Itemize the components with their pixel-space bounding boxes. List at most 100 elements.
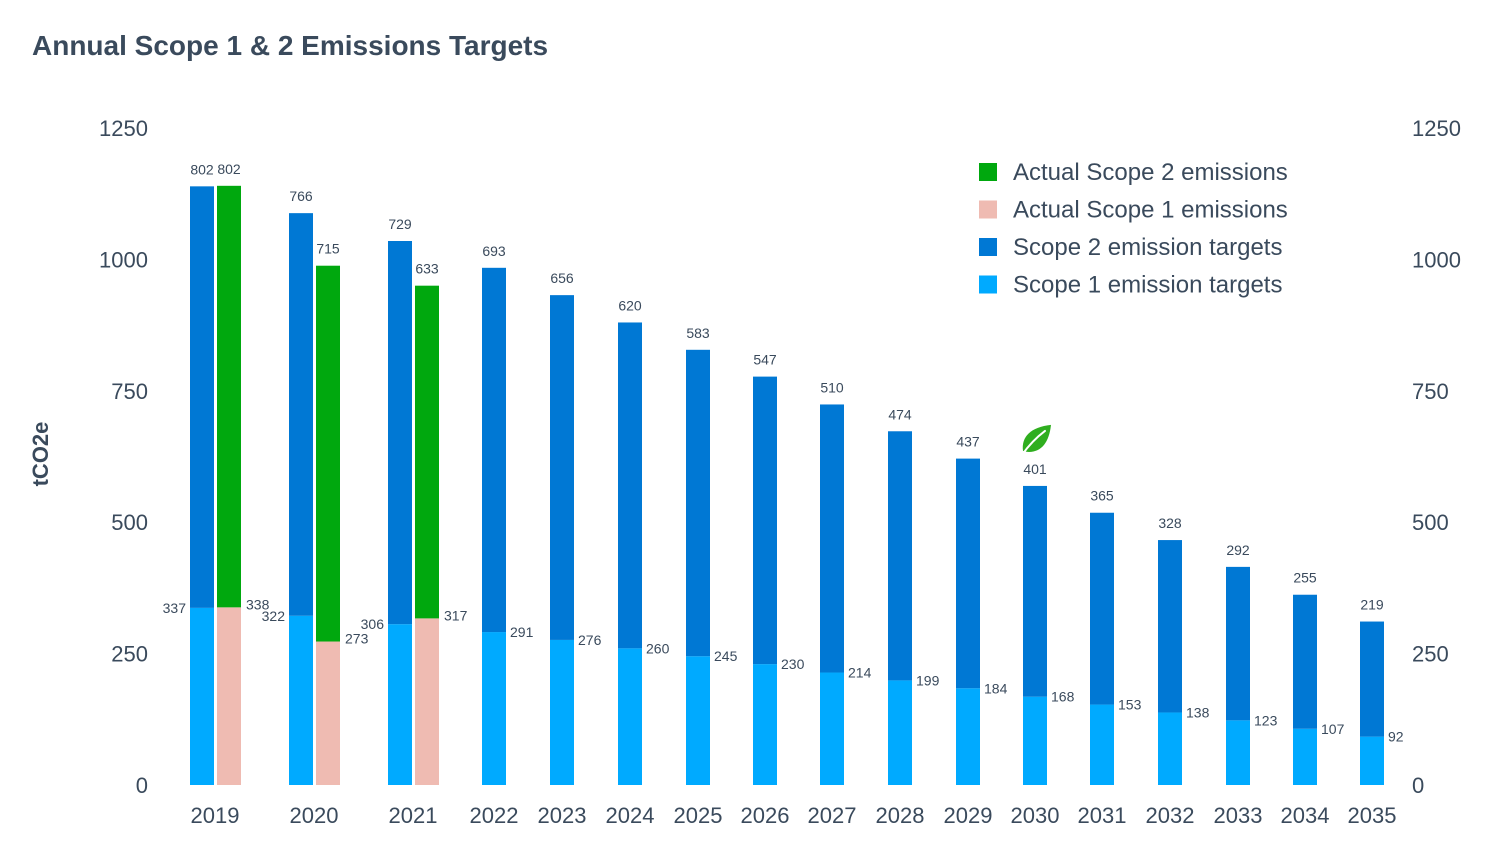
label-scope2-target-2029: 437 [956, 434, 980, 450]
label-scope1-target-2026: 230 [781, 656, 805, 672]
bar-scope2-target-2026 [753, 376, 777, 665]
bar-scope2-target-2022 [482, 267, 506, 633]
x-tick-2022: 2022 [470, 803, 519, 828]
label-scope2-target-2022: 693 [482, 243, 506, 259]
y-tick-right-250: 250 [1412, 642, 1449, 667]
bar-scope2-actual-2020 [316, 265, 340, 642]
label-scope2-target-2033: 292 [1226, 542, 1250, 558]
bars-group [190, 185, 1384, 785]
data-labels-group: 337 802 338 802 322 766 273 715 306 729 317 633 291 6… [163, 161, 1404, 745]
label-scope2-actual-2021: 633 [415, 261, 439, 277]
label-scope2-actual-2019: 802 [217, 161, 241, 177]
y-tick-left-0: 0 [136, 773, 148, 798]
x-tick-2029: 2029 [944, 803, 993, 828]
bar-scope2-target-2034 [1293, 594, 1317, 729]
bar-scope2-actual-2021 [415, 285, 439, 619]
label-scope1-actual-2021: 317 [444, 607, 468, 623]
y-tick-left-750: 750 [111, 379, 148, 404]
label-scope1-target-2022: 291 [510, 624, 534, 640]
y-tick-right-750: 750 [1412, 379, 1449, 404]
x-tick-2026: 2026 [741, 803, 790, 828]
legend: Actual Scope 2 emissions Actual Scope 1 e… [979, 159, 1288, 299]
x-tick-2030: 2030 [1011, 803, 1060, 828]
label-scope2-target-2031: 365 [1090, 488, 1114, 504]
bar-scope1-target-2021 [388, 624, 412, 785]
y-tick-left-250: 250 [111, 642, 148, 667]
bar-scope2-target-2019 [190, 186, 214, 608]
legend-label-scope-2-emission-targets: Scope 2 emission targets [1013, 234, 1282, 261]
x-tick-2020: 2020 [290, 803, 339, 828]
legend-label-actual-scope-1-emissions: Actual Scope 1 emissions [1013, 197, 1288, 224]
label-scope2-target-2028: 474 [888, 406, 912, 422]
label-scope1-target-2035: 92 [1388, 729, 1404, 745]
bar-scope2-target-2033 [1226, 566, 1250, 721]
x-tick-2021: 2021 [389, 803, 438, 828]
label-scope1-target-2024: 260 [646, 640, 670, 656]
bar-scope1-target-2032 [1158, 712, 1182, 785]
label-scope1-target-2021: 306 [361, 616, 385, 632]
bar-scope2-target-2031 [1090, 512, 1114, 705]
legend-swatch-scope-2-emission-targets [979, 238, 997, 256]
bar-scope2-target-2030 [1023, 485, 1047, 697]
label-scope2-target-2023: 656 [550, 270, 574, 286]
label-scope1-target-2028: 199 [916, 672, 940, 688]
bar-scope1-target-2027 [820, 672, 844, 785]
bar-scope2-actual-2019 [217, 185, 241, 608]
label-scope2-target-2035: 219 [1360, 597, 1384, 613]
bar-scope2-target-2023 [550, 295, 574, 640]
y-tick-right-0: 0 [1412, 773, 1424, 798]
y-tick-left-500: 500 [111, 510, 148, 535]
bar-scope1-target-2026 [753, 664, 777, 785]
bar-scope1-target-2023 [550, 639, 574, 785]
bar-scope2-target-2029 [956, 458, 980, 689]
bar-scope1-actual-2020 [316, 641, 340, 785]
label-scope2-target-2021: 729 [388, 216, 412, 232]
x-tick-2023: 2023 [538, 803, 587, 828]
bar-scope2-target-2035 [1360, 621, 1384, 737]
bar-scope2-target-2028 [888, 431, 912, 681]
bar-scope1-target-2033 [1226, 720, 1250, 785]
annotation-group [1021, 424, 1051, 456]
y-tick-left-1000: 1000 [99, 247, 148, 272]
label-scope2-actual-2020: 715 [316, 241, 340, 257]
bar-scope1-target-2020 [289, 615, 313, 785]
bar-scope1-target-2019 [190, 607, 214, 785]
bar-scope2-target-2021 [388, 241, 412, 625]
label-scope2-target-2027: 510 [820, 379, 844, 395]
bar-scope2-target-2025 [686, 349, 710, 657]
x-axis: 2019 2020 2021 2022 2023 2024 2025 2026 2027 2028… [191, 803, 1397, 828]
bar-scope2-target-2024 [618, 322, 642, 649]
bar-scope1-target-2035 [1360, 736, 1384, 785]
label-scope2-target-2025: 583 [686, 325, 710, 341]
x-tick-2024: 2024 [606, 803, 655, 828]
legend-swatch-actual-scope-1-emissions [979, 200, 997, 219]
label-scope2-target-2024: 620 [618, 297, 642, 313]
bar-scope1-target-2030 [1023, 696, 1047, 785]
legend-label-actual-scope-2-emissions: Actual Scope 2 emissions [1013, 159, 1288, 186]
bar-scope2-target-2032 [1158, 540, 1182, 713]
label-scope2-target-2020: 766 [289, 188, 313, 204]
y-tick-left-1250: 1250 [99, 116, 148, 141]
label-scope2-target-2034: 255 [1293, 570, 1317, 586]
label-scope1-actual-2020: 273 [345, 631, 369, 647]
label-scope1-target-2020: 322 [262, 608, 286, 624]
y-tick-right-1250: 1250 [1412, 116, 1461, 141]
label-scope1-actual-2019: 338 [246, 596, 270, 612]
x-tick-2031: 2031 [1078, 803, 1127, 828]
y-tick-right-500: 500 [1412, 510, 1449, 535]
bar-scope1-actual-2021 [415, 618, 439, 785]
y-tick-right-1000: 1000 [1412, 247, 1461, 272]
label-scope2-target-2026: 547 [753, 352, 777, 368]
bar-scope1-target-2034 [1293, 728, 1317, 785]
x-tick-2019: 2019 [191, 803, 240, 828]
bar-scope1-target-2025 [686, 656, 710, 785]
label-scope1-target-2034: 107 [1321, 721, 1345, 737]
label-scope1-target-2027: 214 [848, 665, 872, 681]
label-scope2-target-2032: 328 [1158, 515, 1182, 531]
label-scope2-target-2030: 401 [1023, 461, 1047, 477]
bar-scope1-target-2022 [482, 632, 506, 785]
label-scope1-target-2029: 184 [984, 680, 1008, 696]
x-tick-2034: 2034 [1281, 803, 1330, 828]
bar-scope1-target-2028 [888, 680, 912, 785]
